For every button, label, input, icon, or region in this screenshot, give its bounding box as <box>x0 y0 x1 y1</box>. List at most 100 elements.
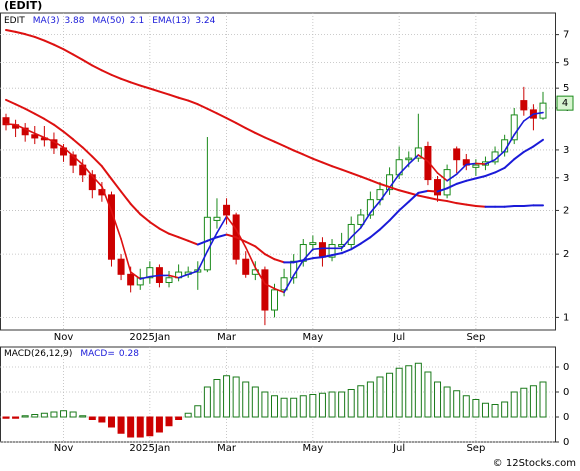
ma-line-segment <box>129 81 142 87</box>
ma-line-segment <box>5 98 17 106</box>
macd-bar <box>21 415 29 418</box>
ma-line-segment <box>455 179 468 185</box>
ma-line-segment <box>455 163 468 176</box>
y-tick-label: 2 <box>563 205 569 216</box>
ma-line-segment <box>522 204 535 208</box>
ma-line-segment <box>168 93 180 99</box>
macd-bar <box>242 381 250 418</box>
candle-body <box>31 134 39 139</box>
ma-line-segment <box>235 236 247 243</box>
ma-line-segment <box>158 90 171 96</box>
macd-bar <box>251 386 259 418</box>
ma-line-segment <box>436 172 448 182</box>
ma-line-segment <box>302 153 314 160</box>
ma-line-segment <box>120 190 132 205</box>
ma-line-segment <box>91 175 103 188</box>
macd-bar <box>203 386 211 418</box>
y-tick-label: 1 <box>563 312 569 323</box>
footer: © 12Stocks.com <box>493 458 576 469</box>
macd-bar <box>50 411 58 418</box>
candle-body <box>318 242 326 258</box>
panel-frame <box>0 12 556 331</box>
candle-body <box>539 102 547 119</box>
ma-line-segment <box>62 48 75 56</box>
ma-line-segment <box>475 162 487 165</box>
ma-line-segment <box>340 168 353 175</box>
ma-line-segment <box>52 123 65 133</box>
macd-bar <box>136 416 144 438</box>
ma-line-segment <box>398 189 410 194</box>
macd-bar <box>357 385 365 418</box>
macd-bar <box>271 395 278 418</box>
last-price-box <box>556 95 574 111</box>
legend-value: 2.1 <box>130 16 144 26</box>
candle-body <box>453 148 461 161</box>
legend: EDIT MA(3) 3.88 MA(50) 2.1 EMA(13) 3.24 <box>4 16 216 26</box>
ma-line-segment <box>350 242 362 251</box>
macd-bar <box>328 391 336 418</box>
macd-bar <box>127 416 135 438</box>
macd-bar <box>232 376 240 418</box>
ma-line-segment <box>5 29 17 33</box>
macd-bar <box>376 376 384 418</box>
macd-bar <box>69 411 77 418</box>
macd-bar <box>175 416 183 420</box>
ma-line-segment <box>187 99 199 106</box>
ma-line-segment <box>244 127 257 134</box>
ma-line-segment <box>177 96 190 102</box>
ma-line-segment <box>283 274 295 294</box>
ma-line-segment <box>292 259 305 277</box>
ma-line-segment <box>292 149 305 156</box>
candle-body <box>271 289 278 311</box>
ma-line-segment <box>244 240 257 248</box>
ma-line-segment <box>110 177 123 193</box>
ma-line-segment <box>331 165 343 171</box>
candle-body <box>434 179 442 196</box>
ma-line-segment <box>72 155 84 166</box>
ma-line-segment <box>474 174 487 180</box>
ma-line-segment <box>369 228 381 239</box>
ma-line-segment <box>5 123 17 126</box>
ma-line-segment <box>225 233 238 239</box>
macd-bar <box>472 399 480 418</box>
ma-line-segment <box>379 186 391 202</box>
ma-line-segment <box>72 53 84 61</box>
ma-line-segment <box>24 107 36 115</box>
ma-line-segment <box>81 58 94 67</box>
ma-line-segment <box>292 259 305 264</box>
ma-line-segment <box>120 77 132 84</box>
chart-title: (EDIT) <box>4 0 42 12</box>
macd-bar <box>510 391 518 418</box>
ma-line-segment <box>264 282 276 290</box>
macd-bar <box>117 416 125 434</box>
ma-line-segment <box>398 200 410 212</box>
legend-name: EMA(13) <box>152 16 190 26</box>
ma-line-segment <box>206 232 218 252</box>
ma-line-segment <box>340 236 353 250</box>
macd-bar <box>434 381 442 418</box>
x-tick-label: Sep <box>466 332 485 343</box>
ma-line-segment <box>340 248 353 255</box>
macd-bar <box>366 381 374 418</box>
ma-line-segment <box>110 210 122 240</box>
legend: MACD(26,12,9) MACD= 0.28 <box>4 349 139 359</box>
ma-line-segment <box>503 158 516 169</box>
macd-bar <box>462 395 470 418</box>
ma-line-segment <box>446 173 458 182</box>
macd-bar <box>338 391 346 418</box>
candle-body <box>520 100 528 111</box>
x-tick-label: 2025Jan <box>129 332 170 343</box>
macd-bar <box>12 416 20 419</box>
ma-line-segment <box>101 185 113 212</box>
ma-line-segment <box>446 200 458 205</box>
candle-body <box>366 199 374 216</box>
candle-body <box>328 244 336 258</box>
legend-label: MACD= <box>80 349 115 359</box>
x-tick-label: Nov <box>54 332 74 343</box>
macd-bar <box>414 362 422 418</box>
macd-bar <box>2 416 10 419</box>
ma-line-segment <box>407 191 420 203</box>
ma-line-segment <box>311 256 324 260</box>
candle-body <box>424 145 432 181</box>
ma-line-segment <box>206 236 218 242</box>
